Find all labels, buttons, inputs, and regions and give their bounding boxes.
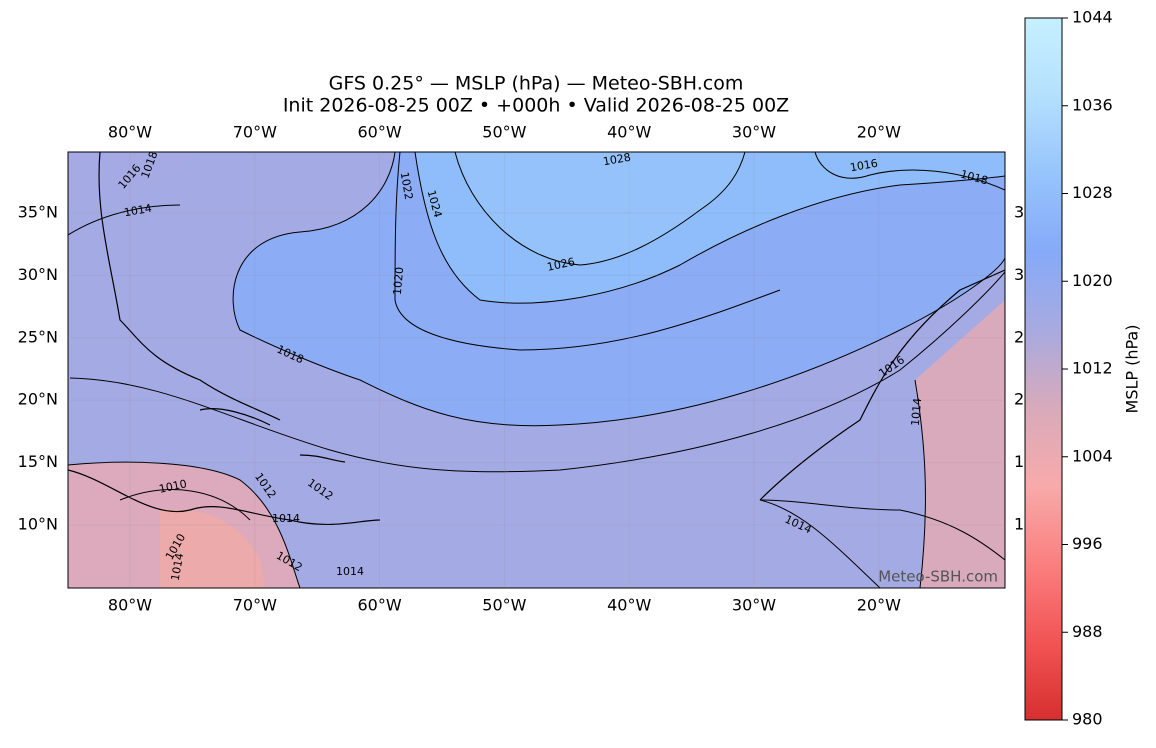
lon-label: 50°W [482,123,526,142]
colorbar [1024,17,1063,721]
lon-label: 80°W [108,123,152,142]
contour-label: 1028 [602,151,632,169]
isobar [759,499,881,588]
title: GFS 0.25° — MSLP (hPa) — Meteo-SBH.com [329,73,744,95]
lon-label: 20°W [857,596,901,615]
lon-label: 70°W [233,596,277,615]
isobar [68,204,181,236]
contour-label: 1014 [169,552,187,582]
colorbar-tick-label: 1020 [1072,271,1113,290]
lat-label: 3 [1014,265,1024,284]
colorbar-tick-label: 988 [1072,622,1103,641]
colorbar-tick-label: 980 [1072,710,1103,729]
lat-label: 1 [1014,515,1024,534]
pressure-zone [160,509,265,588]
isobar [68,461,301,588]
contour-label: 1014 [123,202,153,220]
isobar [914,379,926,588]
colorbar-tick-label: 1012 [1072,359,1113,378]
isobar [232,152,1005,427]
lat-label: 3 [1014,203,1024,222]
pressure-zone [68,152,200,200]
colorbar-tick-label: 1028 [1072,183,1113,202]
watermark: Meteo-SBH.com [878,568,998,586]
contour-label: 1014 [909,397,924,426]
subtitle: Init 2026-08-25 00Z • +000h • Valid 2026… [283,95,789,117]
isobar [394,152,781,351]
lat-label: 10°N [18,515,58,534]
lon-label: 30°W [732,123,776,142]
lon-label: 40°W [607,123,651,142]
lat-label: 25°N [18,327,58,346]
lon-label: 80°W [108,596,152,615]
lon-label: 60°W [358,596,402,615]
lon-label: 30°W [732,596,776,615]
lat-label: 2 [1014,327,1024,346]
colorbar-tick-label: 1004 [1072,446,1113,465]
contour-label: 1014 [336,565,364,578]
lon-label: 70°W [233,123,277,142]
contour-label: 1010 [158,477,188,496]
colorbar-tick-label: 996 [1072,534,1103,553]
isobar [414,152,1005,304]
contour-label: 1022 [398,171,416,201]
lon-label: 50°W [482,596,526,615]
colorbar-tick-label: 1044 [1072,8,1113,27]
coastline [199,269,1005,501]
lat-label: 20°N [18,390,58,409]
lat-label: 1 [1014,452,1024,471]
map-frame [67,151,1006,589]
lon-label: 40°W [607,596,651,615]
lon-label: 20°W [857,123,901,142]
map [68,152,1005,588]
lon-label: 60°W [358,123,402,142]
isobar [814,152,1005,191]
lat-label: 15°N [18,452,58,471]
coastline [98,152,281,421]
lat-label: 30°N [18,265,58,284]
isobar [69,271,1005,473]
contour-label: 1014 [272,512,300,525]
contour-label: 1020 [391,266,406,295]
colorbar-tick-label: 1036 [1072,95,1113,114]
contour-label: 1016 [849,157,879,175]
contour-label: 1026 [546,255,576,274]
colorbar-label: MSLP (hPa) [1123,325,1142,414]
pressure-zone [915,300,1005,588]
pressure-zone [455,152,745,265]
coastline [68,469,381,526]
lat-label: 2 [1014,390,1024,409]
coastline [759,499,1005,561]
isobar [454,152,746,266]
lat-label: 35°N [18,203,58,222]
